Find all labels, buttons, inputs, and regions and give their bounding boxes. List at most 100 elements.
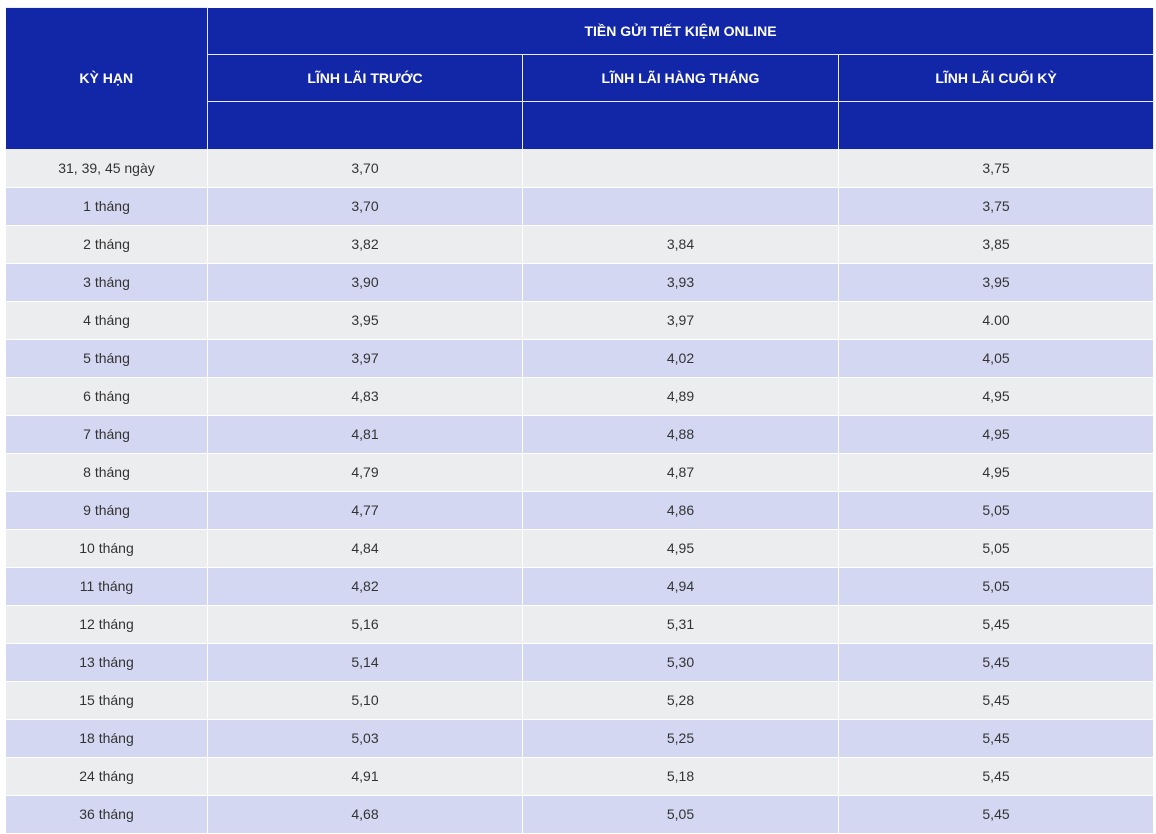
interest-rate-table: KỲ HẠN TIỀN GỬI TIẾT KIỆM ONLINE LĨNH LÃ… [5, 7, 1155, 834]
table-row: 1 tháng 3,70 3,75 [5, 186, 1155, 226]
upfront-rate-cell: 3,82 [207, 224, 523, 264]
table-body: 31, 39, 45 ngày 3,70 3,75 1 tháng 3,70 3,75 2 … [5, 148, 1155, 834]
monthly-rate-cell: 5,30 [522, 642, 839, 682]
monthly-rate-cell: 4,94 [522, 566, 839, 606]
maturity-rate-cell: 4,95 [837, 414, 1155, 454]
term-cell: 24 tháng [5, 756, 208, 796]
table-row: 15 tháng 5,10 5,28 5,45 [5, 680, 1155, 720]
term-cell: 13 tháng [5, 642, 208, 682]
maturity-rate-cell: 3,75 [837, 186, 1155, 226]
upfront-rate-cell: 5,16 [207, 604, 523, 644]
monthly-rate-cell: 4,87 [522, 452, 839, 492]
maturity-rate-cell: 3,75 [837, 148, 1155, 188]
table-row: 6 tháng 4,83 4,89 4,95 [5, 376, 1155, 416]
table-row: 9 tháng 4,77 4,86 5,05 [5, 490, 1155, 530]
upfront-rate-cell: 5,10 [207, 680, 523, 720]
maturity-interest-header: LĨNH LÃI CUỐI KỲ [837, 53, 1155, 102]
term-cell: 8 tháng [5, 452, 208, 492]
monthly-rate-cell: 5,18 [522, 756, 839, 796]
table-row: 5 tháng 3,97 4,02 4,05 [5, 338, 1155, 378]
upfront-rate-cell: 3,70 [207, 148, 523, 188]
monthly-rate-cell: 4,02 [522, 338, 839, 378]
upfront-rate-cell: 4,79 [207, 452, 523, 492]
table-header: KỲ HẠN TIỀN GỬI TIẾT KIỆM ONLINE LĨNH LÃ… [5, 7, 1155, 150]
header-blank-cell [207, 100, 523, 150]
upfront-rate-cell: 3,95 [207, 300, 523, 340]
maturity-rate-cell: 5,05 [837, 490, 1155, 530]
table-row: 10 tháng 4,84 4,95 5,05 [5, 528, 1155, 568]
term-cell: 5 tháng [5, 338, 208, 378]
upfront-rate-cell: 5,14 [207, 642, 523, 682]
term-cell: 9 tháng [5, 490, 208, 530]
monthly-rate-cell: 4,89 [522, 376, 839, 416]
term-cell: 12 tháng [5, 604, 208, 644]
table-row: 24 tháng 4,91 5,18 5,45 [5, 756, 1155, 796]
header-blank-cell [837, 100, 1155, 150]
monthly-interest-header: LĨNH LÃI HÀNG THÁNG [522, 53, 839, 102]
term-cell: 4 tháng [5, 300, 208, 340]
monthly-rate-cell: 4,88 [522, 414, 839, 454]
table-row: 7 tháng 4,81 4,88 4,95 [5, 414, 1155, 454]
term-cell: 3 tháng [5, 262, 208, 302]
monthly-rate-cell: 5,25 [522, 718, 839, 758]
table-row: 13 tháng 5,14 5,30 5,45 [5, 642, 1155, 682]
term-column-header: KỲ HẠN [5, 7, 208, 150]
monthly-rate-cell: 5,31 [522, 604, 839, 644]
upfront-rate-cell: 3,90 [207, 262, 523, 302]
term-cell: 1 tháng [5, 186, 208, 226]
upfront-rate-cell: 4,77 [207, 490, 523, 530]
table-row: 4 tháng 3,95 3,97 4.00 [5, 300, 1155, 340]
term-cell: 11 tháng [5, 566, 208, 606]
term-cell: 15 tháng [5, 680, 208, 720]
term-cell: 18 tháng [5, 718, 208, 758]
monthly-rate-cell: 3,93 [522, 262, 839, 302]
maturity-rate-cell: 4.00 [837, 300, 1155, 340]
monthly-rate-cell [522, 148, 839, 188]
term-cell: 2 tháng [5, 224, 208, 264]
monthly-rate-cell: 5,05 [522, 794, 839, 834]
maturity-rate-cell: 5,05 [837, 566, 1155, 606]
upfront-rate-cell: 4,83 [207, 376, 523, 416]
term-cell: 7 tháng [5, 414, 208, 454]
monthly-rate-cell: 4,86 [522, 490, 839, 530]
header-blank-cell [522, 100, 839, 150]
upfront-rate-cell: 5,03 [207, 718, 523, 758]
maturity-rate-cell: 4,95 [837, 376, 1155, 416]
upfront-rate-cell: 4,91 [207, 756, 523, 796]
table-row: 8 tháng 4,79 4,87 4,95 [5, 452, 1155, 492]
maturity-rate-cell: 3,85 [837, 224, 1155, 264]
monthly-rate-cell: 3,97 [522, 300, 839, 340]
monthly-rate-cell: 4,95 [522, 528, 839, 568]
maturity-rate-cell: 3,95 [837, 262, 1155, 302]
upfront-interest-header: LĨNH LÃI TRƯỚC [207, 53, 523, 102]
maturity-rate-cell: 4,05 [837, 338, 1155, 378]
table-row: 36 tháng 4,68 5,05 5,45 [5, 794, 1155, 834]
monthly-rate-cell: 3,84 [522, 224, 839, 264]
upfront-rate-cell: 3,97 [207, 338, 523, 378]
upfront-rate-cell: 4,68 [207, 794, 523, 834]
monthly-rate-cell: 5,28 [522, 680, 839, 720]
maturity-rate-cell: 5,45 [837, 604, 1155, 644]
monthly-rate-cell [522, 186, 839, 226]
maturity-rate-cell: 5,45 [837, 680, 1155, 720]
maturity-rate-cell: 5,05 [837, 528, 1155, 568]
table-row: 11 tháng 4,82 4,94 5,05 [5, 566, 1155, 606]
maturity-rate-cell: 5,45 [837, 756, 1155, 796]
table-row: 31, 39, 45 ngày 3,70 3,75 [5, 148, 1155, 188]
term-cell: 36 tháng [5, 794, 208, 834]
table-row: 18 tháng 5,03 5,25 5,45 [5, 718, 1155, 758]
upfront-rate-cell: 3,70 [207, 186, 523, 226]
term-cell: 6 tháng [5, 376, 208, 416]
term-cell: 31, 39, 45 ngày [5, 148, 208, 188]
table-row: 3 tháng 3,90 3,93 3,95 [5, 262, 1155, 302]
maturity-rate-cell: 4,95 [837, 452, 1155, 492]
maturity-rate-cell: 5,45 [837, 794, 1155, 834]
upfront-rate-cell: 4,82 [207, 566, 523, 606]
upfront-rate-cell: 4,81 [207, 414, 523, 454]
maturity-rate-cell: 5,45 [837, 718, 1155, 758]
term-cell: 10 tháng [5, 528, 208, 568]
maturity-rate-cell: 5,45 [837, 642, 1155, 682]
table-row: 12 tháng 5,16 5,31 5,45 [5, 604, 1155, 644]
online-savings-group-header: TIỀN GỬI TIẾT KIỆM ONLINE [206, 7, 1155, 55]
upfront-rate-cell: 4,84 [207, 528, 523, 568]
